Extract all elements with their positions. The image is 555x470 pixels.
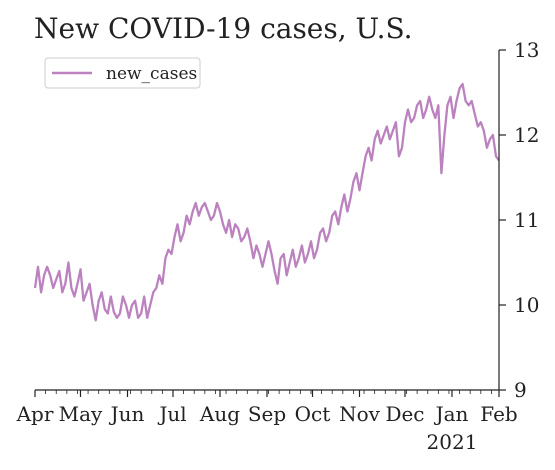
series-layer (33, 82, 500, 322)
plot-area (33, 82, 500, 322)
y-tick-label: 10 (514, 293, 539, 317)
x-tick-label: Jun (109, 402, 145, 426)
x-tick-label: Oct (295, 402, 331, 426)
y-tick-label: 9 (514, 378, 527, 402)
x-tick-label: May (59, 402, 103, 426)
x-tick-label: Jan (434, 402, 469, 426)
legend: new_cases (44, 57, 201, 89)
x-tick-label: Apr (16, 402, 54, 426)
x-tick-label: Sep (248, 402, 286, 426)
y-tick-label: 13 (514, 38, 539, 62)
x-tick-label: Jul (157, 402, 186, 426)
x-tick-label: Dec (385, 402, 424, 426)
y-tick-label: 12 (514, 123, 539, 147)
chart-title: New COVID-19 cases, U.S. (34, 12, 413, 45)
series-line (33, 82, 500, 322)
x-year-label: 2021 (427, 430, 478, 454)
y-tick-label: 11 (514, 208, 539, 232)
legend-label: new_cases (106, 64, 197, 84)
legend-box (44, 57, 201, 89)
y-axis: 9 10 11 12 13 (498, 38, 539, 402)
x-tick-label: Nov (339, 402, 381, 426)
x-tick-label: Feb (480, 402, 517, 426)
x-tick-label: Aug (199, 402, 240, 426)
